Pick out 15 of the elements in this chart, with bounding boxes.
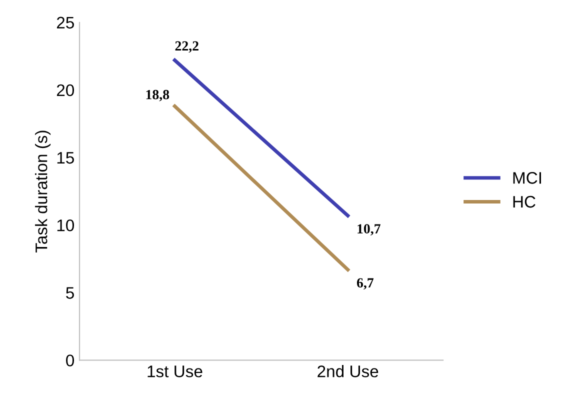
y-tick-label: 5 xyxy=(66,287,74,299)
x-tick-label: 1st Use xyxy=(148,366,202,378)
y-axis-title: Task duration (s) xyxy=(35,130,51,253)
y-tick-label: 20 xyxy=(56,84,74,96)
legend-label: HC xyxy=(513,196,536,208)
y-tick-label: 25 xyxy=(56,16,74,29)
legend-label: MCI xyxy=(513,172,541,184)
y-tick-label: 0 xyxy=(66,354,74,366)
data-label: 10,7 xyxy=(358,224,380,236)
x-tick-label: 2nd Use xyxy=(318,365,378,378)
data-label: 6,7 xyxy=(356,278,374,290)
y-tick-label: 15 xyxy=(57,152,74,164)
data-label: 18,8 xyxy=(146,90,170,102)
y-tick-label: 10 xyxy=(57,219,74,232)
data-label: 22,2 xyxy=(175,41,198,53)
